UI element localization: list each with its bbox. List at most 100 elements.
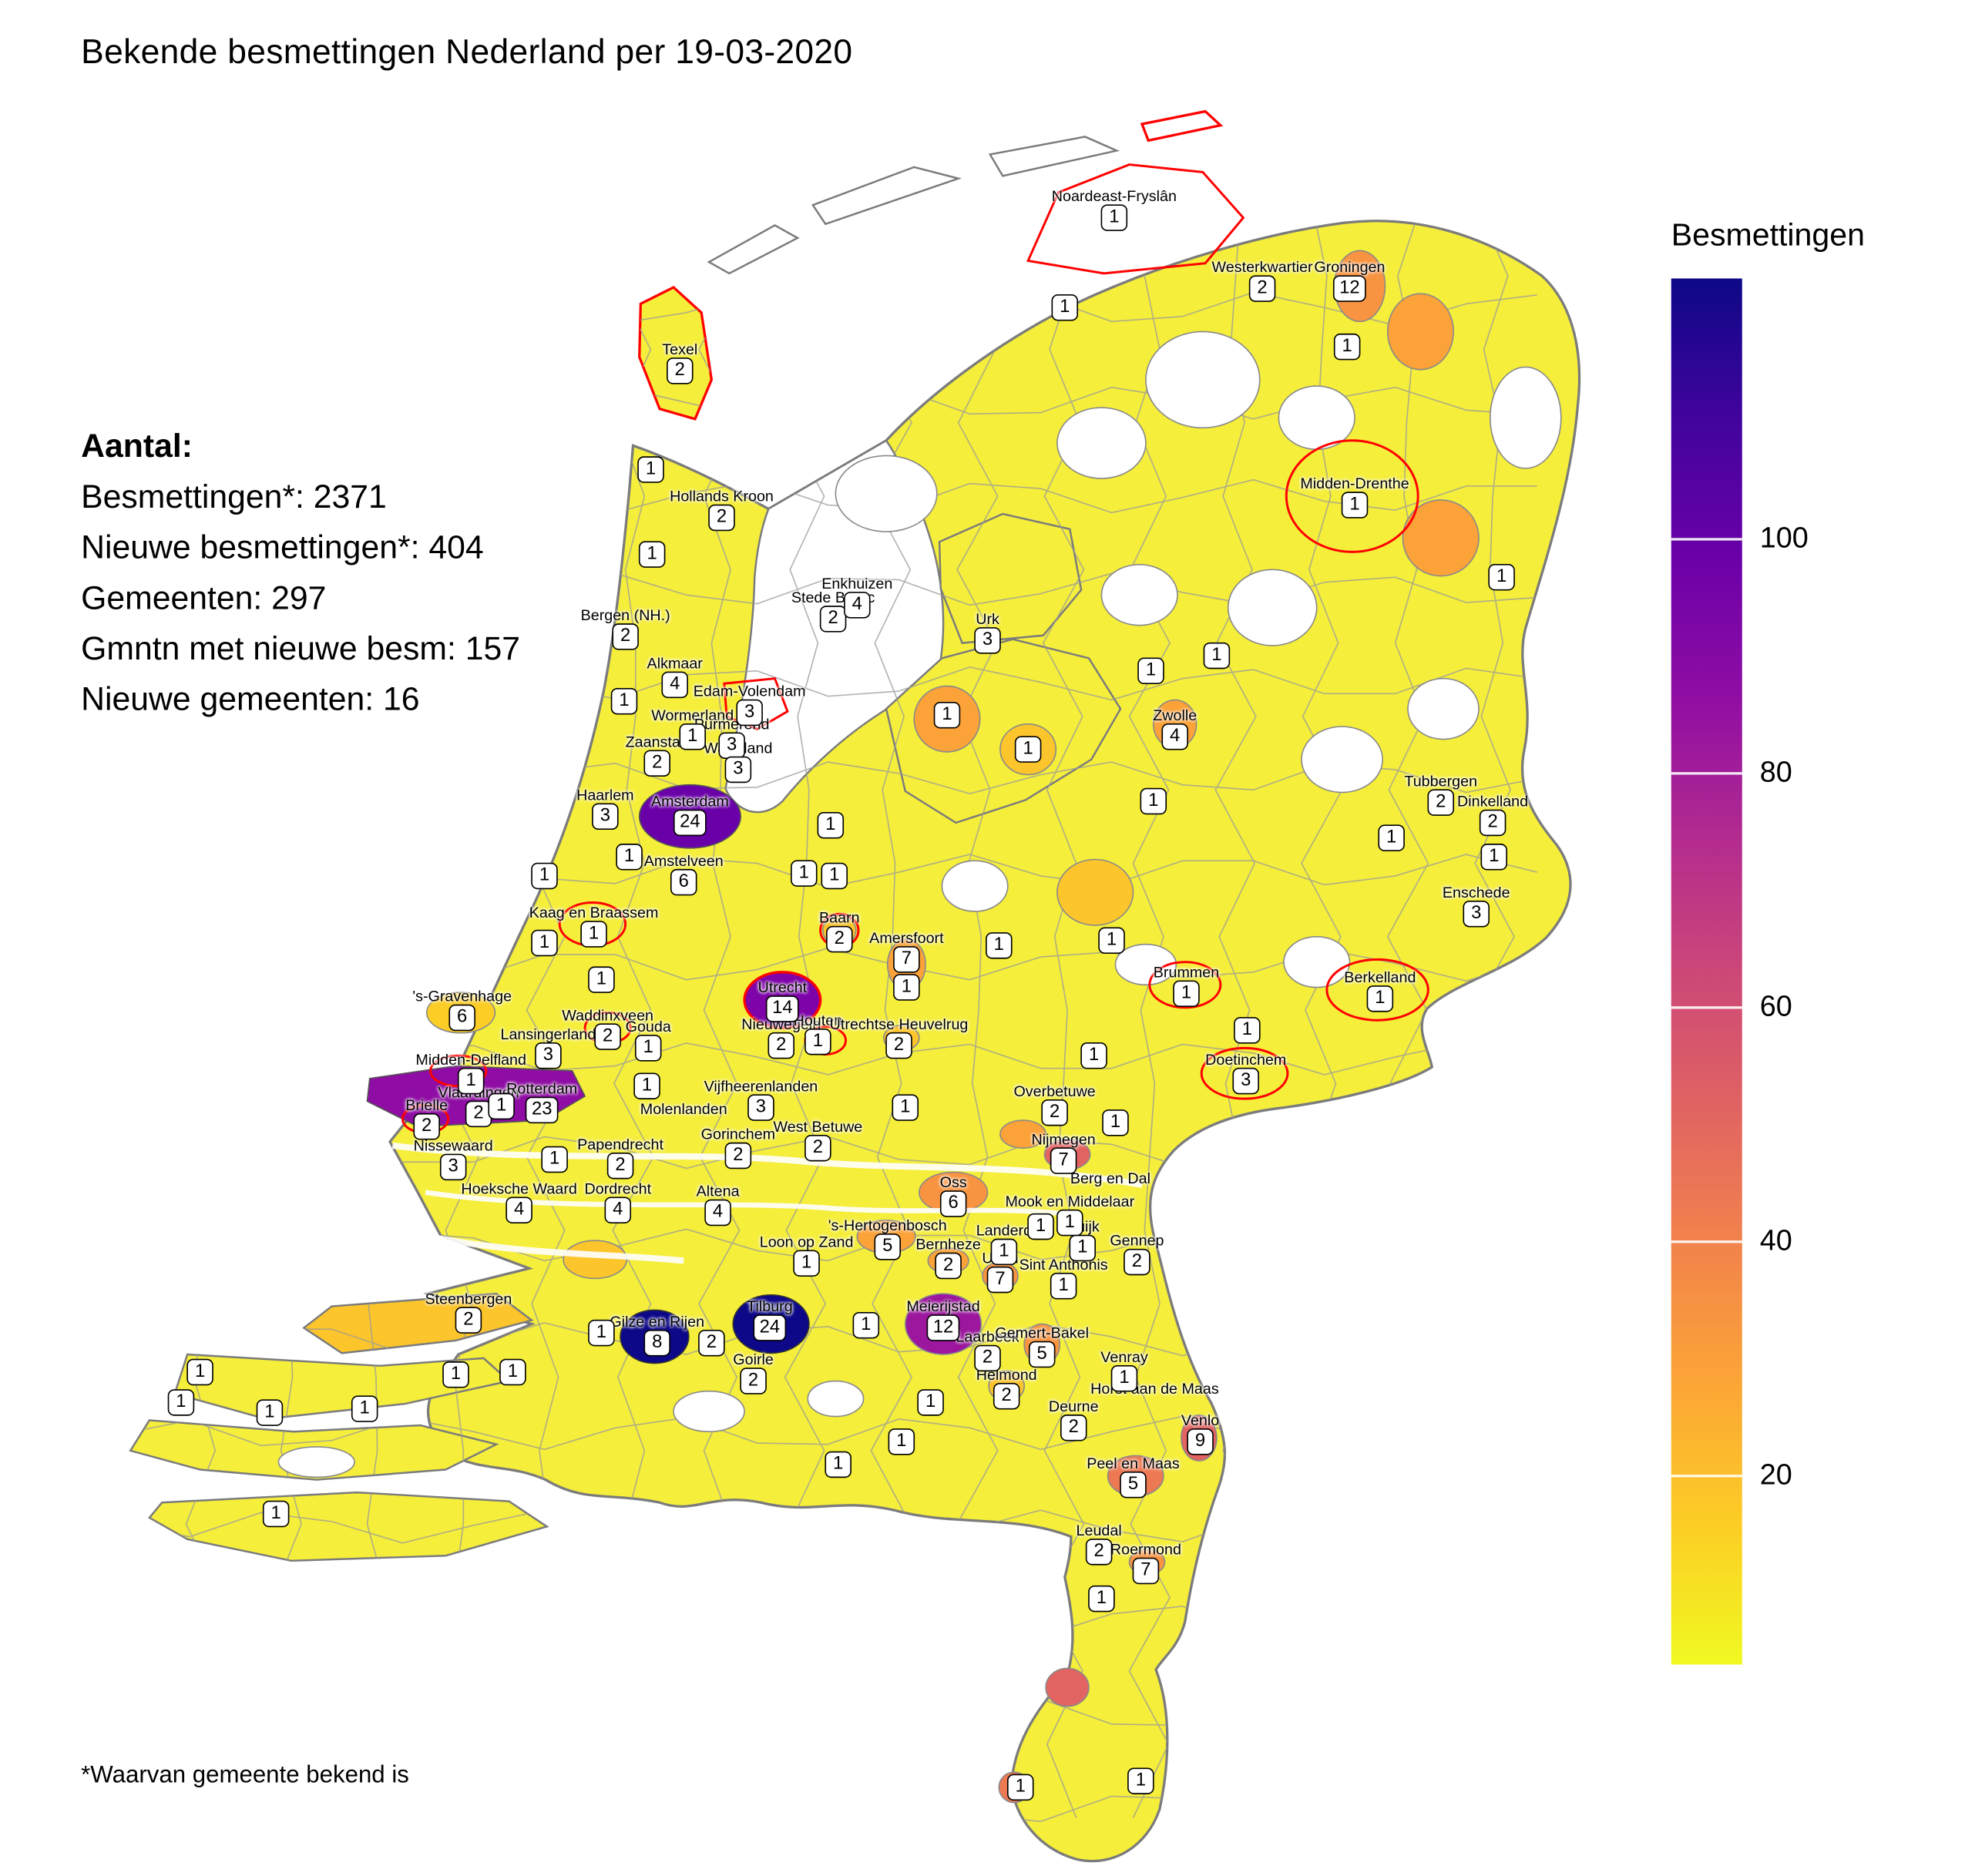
municipality-badge: 6 — [939, 1190, 967, 1217]
municipality-badge: 1 — [1333, 333, 1361, 361]
municipality-badge: 1 — [256, 1399, 284, 1426]
municipality-badge: 1 — [457, 1067, 485, 1095]
stats-line: Nieuwe gemeenten: 16 — [81, 680, 420, 718]
municipality-badge: 3 — [718, 732, 745, 759]
footnote: *Waarvan gemeente bekend is — [81, 1762, 409, 1789]
municipality-label: Lansingerland — [500, 1025, 596, 1043]
municipality-badge: 7 — [1050, 1147, 1077, 1174]
municipality-badge: 1 — [1110, 1364, 1138, 1392]
municipality-badge: 1 — [1127, 1767, 1154, 1794]
municipality-badge: 3 — [1463, 900, 1490, 928]
municipality-label: Westerkwartier — [1211, 258, 1313, 277]
municipality-label: Laarbeek — [956, 1327, 1019, 1346]
municipality-label: West Betuwe — [773, 1117, 863, 1136]
municipality-badge: 23 — [525, 1096, 559, 1124]
municipality-badge: 1 — [1056, 1209, 1083, 1237]
municipality-badge: 1 — [531, 862, 558, 890]
municipality-badge: 2 — [413, 1113, 440, 1140]
no-data-regions — [277, 331, 1562, 1478]
municipality-badge: 2 — [935, 1252, 962, 1280]
municipality-badge: 1 — [616, 844, 643, 871]
municipality-badge: 2 — [804, 1134, 831, 1162]
municipality-label: Peel en Maas — [1087, 1454, 1180, 1472]
municipality-badge: 1 — [1366, 985, 1394, 1012]
stats-line: Gemeenten: 297 — [81, 578, 327, 617]
municipality-badge: 1 — [892, 1094, 919, 1121]
municipality-badge: 1 — [1080, 1042, 1107, 1069]
municipality-badge: 3 — [974, 627, 1001, 654]
municipality-badge: 1 — [634, 1035, 662, 1062]
municipality-badge: 1 — [531, 929, 558, 957]
municipality-badge: 1 — [1173, 980, 1200, 1008]
municipality-badge: 1 — [588, 966, 615, 993]
municipality-label: Overbetuwe — [1013, 1082, 1096, 1100]
municipality-badge: 1 — [580, 921, 607, 948]
municipality-label: Dinkelland — [1457, 792, 1529, 810]
municipality-label: Gemert-Bakel — [995, 1324, 1090, 1342]
municipality-badge: 2 — [1427, 789, 1454, 816]
municipality-badge: 2 — [740, 1368, 767, 1394]
municipality-badge: 1 — [1234, 1017, 1261, 1044]
municipality-badge: 1 — [167, 1389, 195, 1416]
municipality-badge: 1 — [638, 541, 666, 568]
island-vlieland — [707, 224, 800, 275]
municipality-badge: 2 — [1041, 1099, 1068, 1126]
region-drenthe-east — [1402, 499, 1480, 577]
municipality-badge: 2 — [768, 1032, 794, 1059]
municipality-label: Wormerland — [651, 706, 734, 724]
municipality-badge: 12 — [1332, 275, 1366, 302]
municipality-label: Tubbergen — [1404, 772, 1478, 790]
legend-colorbar — [1671, 278, 1742, 1665]
municipality-label: Brummen — [1153, 963, 1220, 982]
municipality-label: Meierijstad — [906, 1297, 980, 1316]
municipality-badge: 4 — [506, 1196, 532, 1223]
municipality-label: Roermond — [1110, 1540, 1181, 1559]
municipality-badge: 1 — [1007, 1774, 1034, 1801]
municipality-badge: 2 — [667, 357, 694, 384]
municipality-label: Groningen — [1314, 258, 1386, 277]
municipality-badge: 1 — [1378, 824, 1405, 851]
legend-title: Besmettingen — [1671, 217, 1865, 253]
municipality-badge: 4 — [1161, 723, 1188, 750]
municipality-label: Papendrecht — [577, 1135, 663, 1153]
municipality-label: Utrecht — [757, 978, 808, 997]
municipality-label: 's-Gravenhage — [412, 987, 512, 1005]
municipality-badge: 2 — [1060, 1415, 1087, 1441]
municipality-badge: 1 — [1014, 736, 1042, 763]
island-texel — [638, 285, 714, 421]
municipality-badge: 1 — [186, 1358, 213, 1386]
municipality-badge: 2 — [1248, 275, 1276, 302]
municipality-badge: 1 — [499, 1358, 526, 1386]
legend: Besmettingen 100 80 60 40 20 — [1668, 218, 1947, 1737]
stats-heading: Aantal: — [81, 426, 193, 465]
municipality-badge: 2 — [993, 1382, 1020, 1410]
municipality-badge: 24 — [673, 809, 707, 837]
legend-tick-mark — [1671, 771, 1742, 775]
municipality-badge: 6 — [448, 1004, 475, 1032]
page-title: Bekende besmettingen Nederland per 19-03… — [81, 32, 853, 72]
municipality-badge: 1 — [1488, 563, 1515, 591]
municipality-badge: 2 — [708, 504, 735, 532]
municipality-badge: 4 — [661, 671, 688, 699]
municipality-label: Utrechtse Heuvelrug — [829, 1015, 969, 1033]
municipality-label: Amsterdam — [651, 792, 729, 810]
municipality-badge: 1 — [262, 1500, 290, 1528]
municipality-badge: 1 — [1051, 294, 1079, 321]
municipality-badge: 2 — [465, 1100, 492, 1128]
municipality-badge: 1 — [986, 932, 1013, 959]
municipality-badge: 2 — [819, 606, 847, 633]
municipality-label: Molenlanden — [640, 1099, 727, 1118]
municipality-badge: 1 — [1137, 657, 1164, 685]
municipality-label: Berg en Dal — [1070, 1170, 1150, 1188]
municipality-label: Kaag en Braassem — [529, 904, 659, 922]
municipality-badge: 1 — [804, 1028, 831, 1055]
municipality-label: Midden-Delfland — [415, 1050, 526, 1069]
municipality-label: Houten — [793, 1011, 843, 1029]
municipality-label: Oss — [939, 1173, 967, 1192]
island-ameland — [988, 136, 1120, 177]
municipality-badge: 2 — [594, 1023, 621, 1050]
municipality-label: Goirle — [733, 1351, 774, 1369]
municipality-label: Leudal — [1076, 1521, 1122, 1539]
municipality-label: Baarn — [818, 908, 860, 927]
municipality-badge: 1 — [933, 702, 961, 729]
